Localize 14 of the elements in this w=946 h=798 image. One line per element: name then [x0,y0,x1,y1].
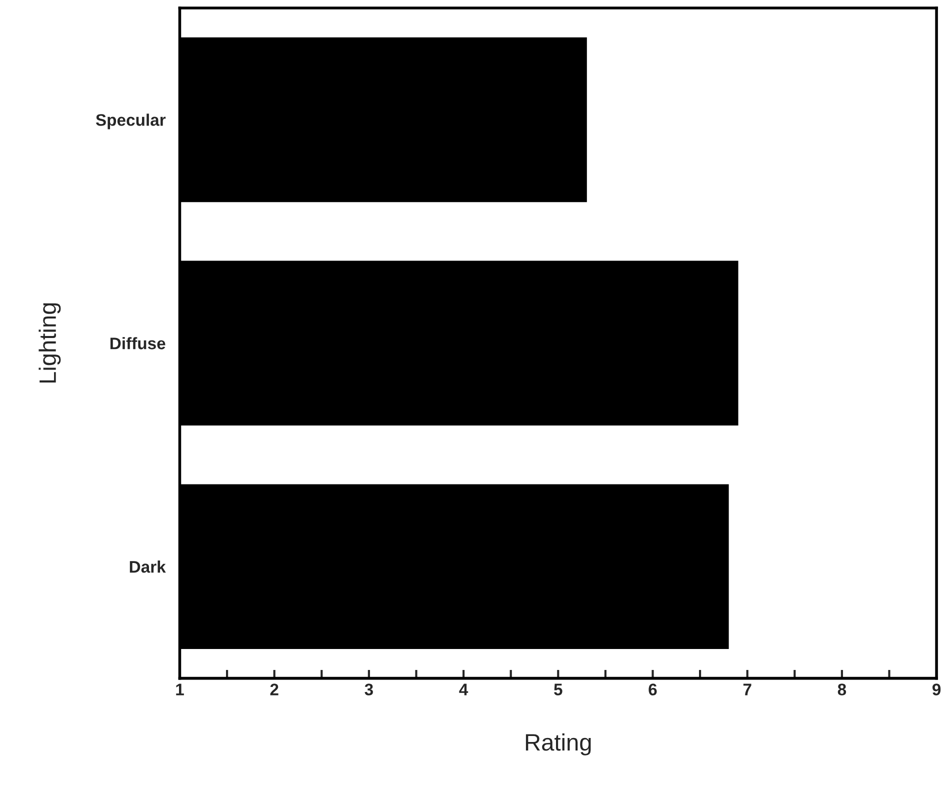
x-axis-title: Rating [526,733,591,756]
x-tick-label: 1 [176,684,184,696]
y-tick-label: Diffuse [110,337,166,350]
y-axis-title: Lighting [38,303,61,383]
y-tick-label: Specular [96,114,166,130]
x-tick-label: 6 [648,684,657,696]
x-tick-label: 9 [932,684,941,696]
x-tick-label: 7 [743,684,752,696]
x-tick-label: 4 [459,684,468,696]
x-tick-label: 8 [838,684,846,696]
x-tick-label: 2 [270,684,278,696]
x-tick-label: 5 [554,684,562,696]
y-tick-label: Dark [130,560,166,573]
x-tick-label: 3 [364,684,373,696]
